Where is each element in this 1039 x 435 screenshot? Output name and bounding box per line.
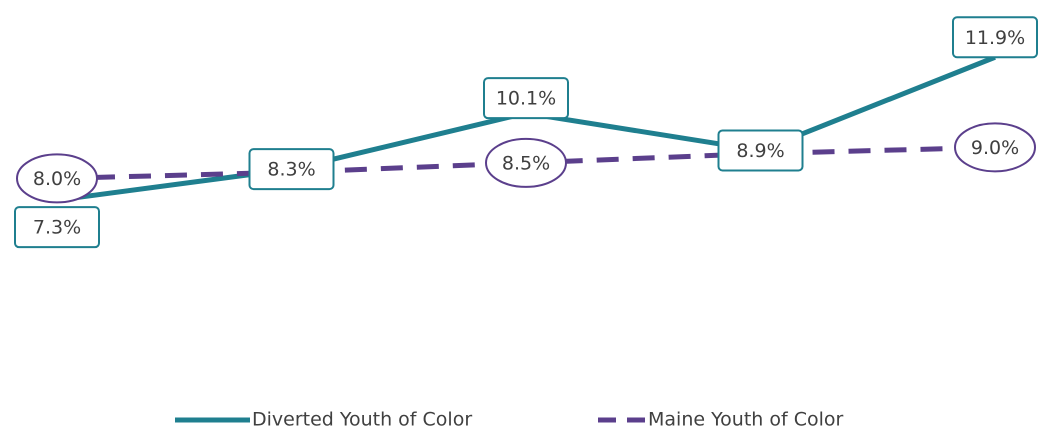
data-label: 9.0%	[971, 137, 1019, 159]
legend-label: Maine Youth of Color	[648, 409, 844, 431]
data-label: 10.1%	[496, 88, 556, 110]
data-label-bubble	[16, 153, 98, 204]
data-label: 8.0%	[33, 168, 81, 190]
data-label-bubble	[954, 122, 1036, 173]
data-label-box	[483, 77, 569, 120]
data-label-box	[952, 16, 1038, 59]
data-label-box	[717, 129, 804, 172]
legend-label: Diverted Youth of Color	[252, 409, 472, 431]
data-label: 11.9%	[965, 27, 1025, 49]
data-label: 8.9%	[736, 140, 784, 162]
data-label: 7.3%	[33, 217, 81, 239]
data-label-box	[248, 148, 335, 191]
data-label: 8.3%	[267, 159, 315, 181]
data-label-box	[14, 206, 100, 249]
data-label: 8.5%	[502, 152, 550, 174]
data-label-bubble	[485, 137, 567, 188]
